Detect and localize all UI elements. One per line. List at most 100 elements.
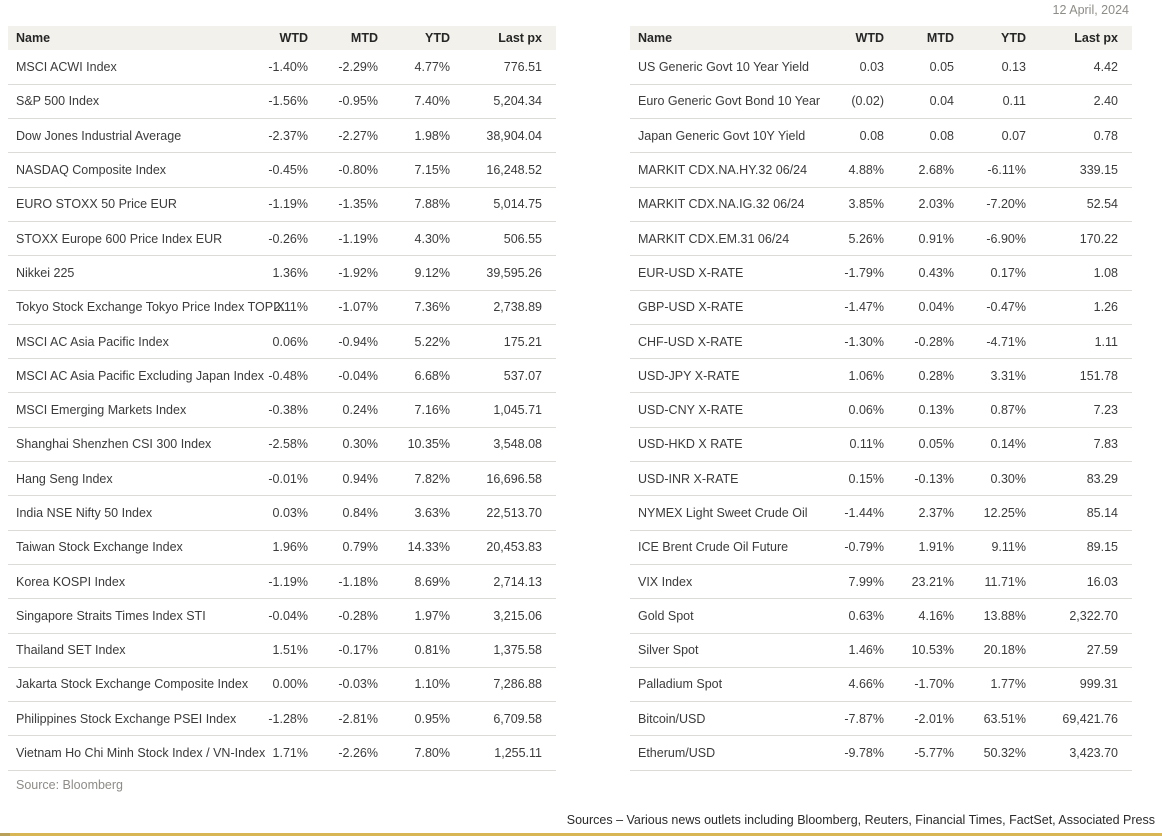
last-px-value: 2,322.70 — [1040, 598, 1132, 634]
table-row: Silver Spot 1.46% 10.53% 20.18% 27.59 — [630, 633, 1132, 668]
instrument-name: Gold Spot — [630, 598, 826, 634]
table-row: MSCI AC Asia Pacific Excluding Japan Ind… — [8, 358, 556, 394]
table-row: GBP-USD X-RATE -1.47% 0.04% -0.47% 1.26 — [630, 290, 1132, 325]
ytd-value: 4.77% — [392, 50, 464, 85]
mtd-value: 0.13% — [898, 392, 968, 428]
equity-indices-table: Name WTD MTD YTD Last px MSCI ACWI Index… — [8, 26, 556, 771]
mtd-value: 1.91% — [898, 530, 968, 565]
table-row: Philippines Stock Exchange PSEI Index -1… — [8, 701, 556, 737]
mtd-value: -1.07% — [322, 290, 392, 325]
table-row: USD-HKD X RATE 0.11% 0.05% 0.14% 7.83 — [630, 427, 1132, 463]
wtd-value: -1.40% — [250, 50, 322, 85]
mtd-value: -1.92% — [322, 255, 392, 291]
instrument-name: MSCI AC Asia Pacific Excluding Japan Ind… — [8, 358, 264, 394]
wtd-value: 1.96% — [250, 530, 322, 565]
last-px-value: 537.07 — [464, 358, 556, 394]
instrument-name: ICE Brent Crude Oil Future — [630, 530, 826, 565]
mtd-value: -2.01% — [898, 701, 968, 737]
column-header-wtd: WTD — [826, 26, 898, 50]
wtd-value: -2.58% — [250, 427, 322, 463]
ytd-value: 1.98% — [392, 118, 464, 154]
ytd-value: 9.11% — [968, 530, 1040, 565]
instrument-name: MARKIT CDX.NA.HY.32 06/24 — [630, 152, 826, 188]
last-px-value: 69,421.76 — [1040, 701, 1132, 737]
wtd-value: -0.04% — [250, 598, 322, 634]
column-header-lastpx: Last px — [1040, 26, 1132, 50]
ytd-value: 6.68% — [392, 358, 464, 394]
ytd-value: -6.11% — [968, 152, 1040, 188]
mtd-value: 0.05 — [898, 50, 968, 85]
ytd-value: 4.30% — [392, 221, 464, 257]
wtd-value: -1.47% — [826, 290, 898, 325]
ytd-value: 0.17% — [968, 255, 1040, 291]
last-px-value: 1,255.11 — [464, 735, 556, 771]
mtd-value: 0.05% — [898, 427, 968, 463]
mtd-value: -1.70% — [898, 667, 968, 703]
table-row: USD-CNY X-RATE 0.06% 0.13% 0.87% 7.23 — [630, 392, 1132, 428]
ytd-value: -4.71% — [968, 324, 1040, 360]
table-row: MARKIT CDX.NA.HY.32 06/24 4.88% 2.68% -6… — [630, 152, 1132, 188]
ytd-value: 13.88% — [968, 598, 1040, 634]
last-px-value: 16.03 — [1040, 564, 1132, 600]
last-px-value: 7.83 — [1040, 427, 1132, 463]
table-row: Etherum/USD -9.78% -5.77% 50.32% 3,423.7… — [630, 735, 1132, 771]
mtd-value: -0.17% — [322, 633, 392, 668]
ytd-value: 8.69% — [392, 564, 464, 600]
ytd-value: 7.88% — [392, 187, 464, 222]
ytd-value: 5.22% — [392, 324, 464, 360]
last-px-value: 5,204.34 — [464, 84, 556, 120]
ytd-value: 7.15% — [392, 152, 464, 188]
last-px-value: 776.51 — [464, 50, 556, 85]
last-px-value: 52.54 — [1040, 187, 1132, 222]
table-row: Dow Jones Industrial Average -2.37% -2.2… — [8, 118, 556, 154]
table-row: Bitcoin/USD -7.87% -2.01% 63.51% 69,421.… — [630, 701, 1132, 737]
last-px-value: 3,423.70 — [1040, 735, 1132, 771]
tables-container: Name WTD MTD YTD Last px MSCI ACWI Index… — [8, 26, 1132, 771]
wtd-value: 0.00% — [250, 667, 322, 703]
mtd-value: -0.03% — [322, 667, 392, 703]
ytd-value: 10.35% — [392, 427, 464, 463]
instrument-name: Vietnam Ho Chi Minh Stock Index / VN-Ind… — [8, 735, 265, 771]
mtd-value: 0.43% — [898, 255, 968, 291]
wtd-value: -2.37% — [250, 118, 322, 154]
table-row: Hang Seng Index -0.01% 0.94% 7.82% 16,69… — [8, 461, 556, 497]
ytd-value: 20.18% — [968, 633, 1040, 668]
table-row: STOXX Europe 600 Price Index EUR -0.26% … — [8, 221, 556, 257]
table-row: Japan Generic Govt 10Y Yield 0.08 0.08 0… — [630, 118, 1132, 154]
ytd-value: 3.31% — [968, 358, 1040, 394]
table-row: Taiwan Stock Exchange Index 1.96% 0.79% … — [8, 530, 556, 565]
instrument-name: MSCI Emerging Markets Index — [8, 392, 250, 428]
wtd-value: -0.79% — [826, 530, 898, 565]
table-row: EURO STOXX 50 Price EUR -1.19% -1.35% 7.… — [8, 187, 556, 222]
ytd-value: 1.77% — [968, 667, 1040, 703]
instrument-name: Taiwan Stock Exchange Index — [8, 530, 250, 565]
instrument-name: Etherum/USD — [630, 735, 826, 771]
mtd-value: 0.04 — [898, 84, 968, 120]
last-px-value: 506.55 — [464, 221, 556, 257]
instrument-name: Palladium Spot — [630, 667, 826, 703]
table-row: US Generic Govt 10 Year Yield 0.03 0.05 … — [630, 50, 1132, 85]
mtd-value: 0.79% — [322, 530, 392, 565]
column-header-mtd: MTD — [322, 26, 392, 50]
instrument-name: STOXX Europe 600 Price Index EUR — [8, 221, 250, 257]
ytd-value: 0.81% — [392, 633, 464, 668]
last-px-value: 1.26 — [1040, 290, 1132, 325]
ytd-value: 0.14% — [968, 427, 1040, 463]
table-row: Nikkei 225 1.36% -1.92% 9.12% 39,595.26 — [8, 255, 556, 291]
wtd-value: -1.44% — [826, 495, 898, 531]
ytd-value: 63.51% — [968, 701, 1040, 737]
last-px-value: 4.42 — [1040, 50, 1132, 85]
mtd-value: 0.08 — [898, 118, 968, 154]
column-header-ytd: YTD — [392, 26, 464, 50]
last-px-value: 7,286.88 — [464, 667, 556, 703]
instrument-name: US Generic Govt 10 Year Yield — [630, 50, 826, 85]
last-px-value: 85.14 — [1040, 495, 1132, 531]
mtd-value: 2.03% — [898, 187, 968, 222]
ytd-value: 0.87% — [968, 392, 1040, 428]
wtd-value: 2.11% — [250, 290, 322, 325]
table-row: Tokyo Stock Exchange Tokyo Price Index T… — [8, 290, 556, 325]
instrument-name: USD-JPY X-RATE — [630, 358, 826, 394]
ytd-value: 1.10% — [392, 667, 464, 703]
ytd-value: 7.36% — [392, 290, 464, 325]
column-header-name: Name — [630, 26, 826, 50]
